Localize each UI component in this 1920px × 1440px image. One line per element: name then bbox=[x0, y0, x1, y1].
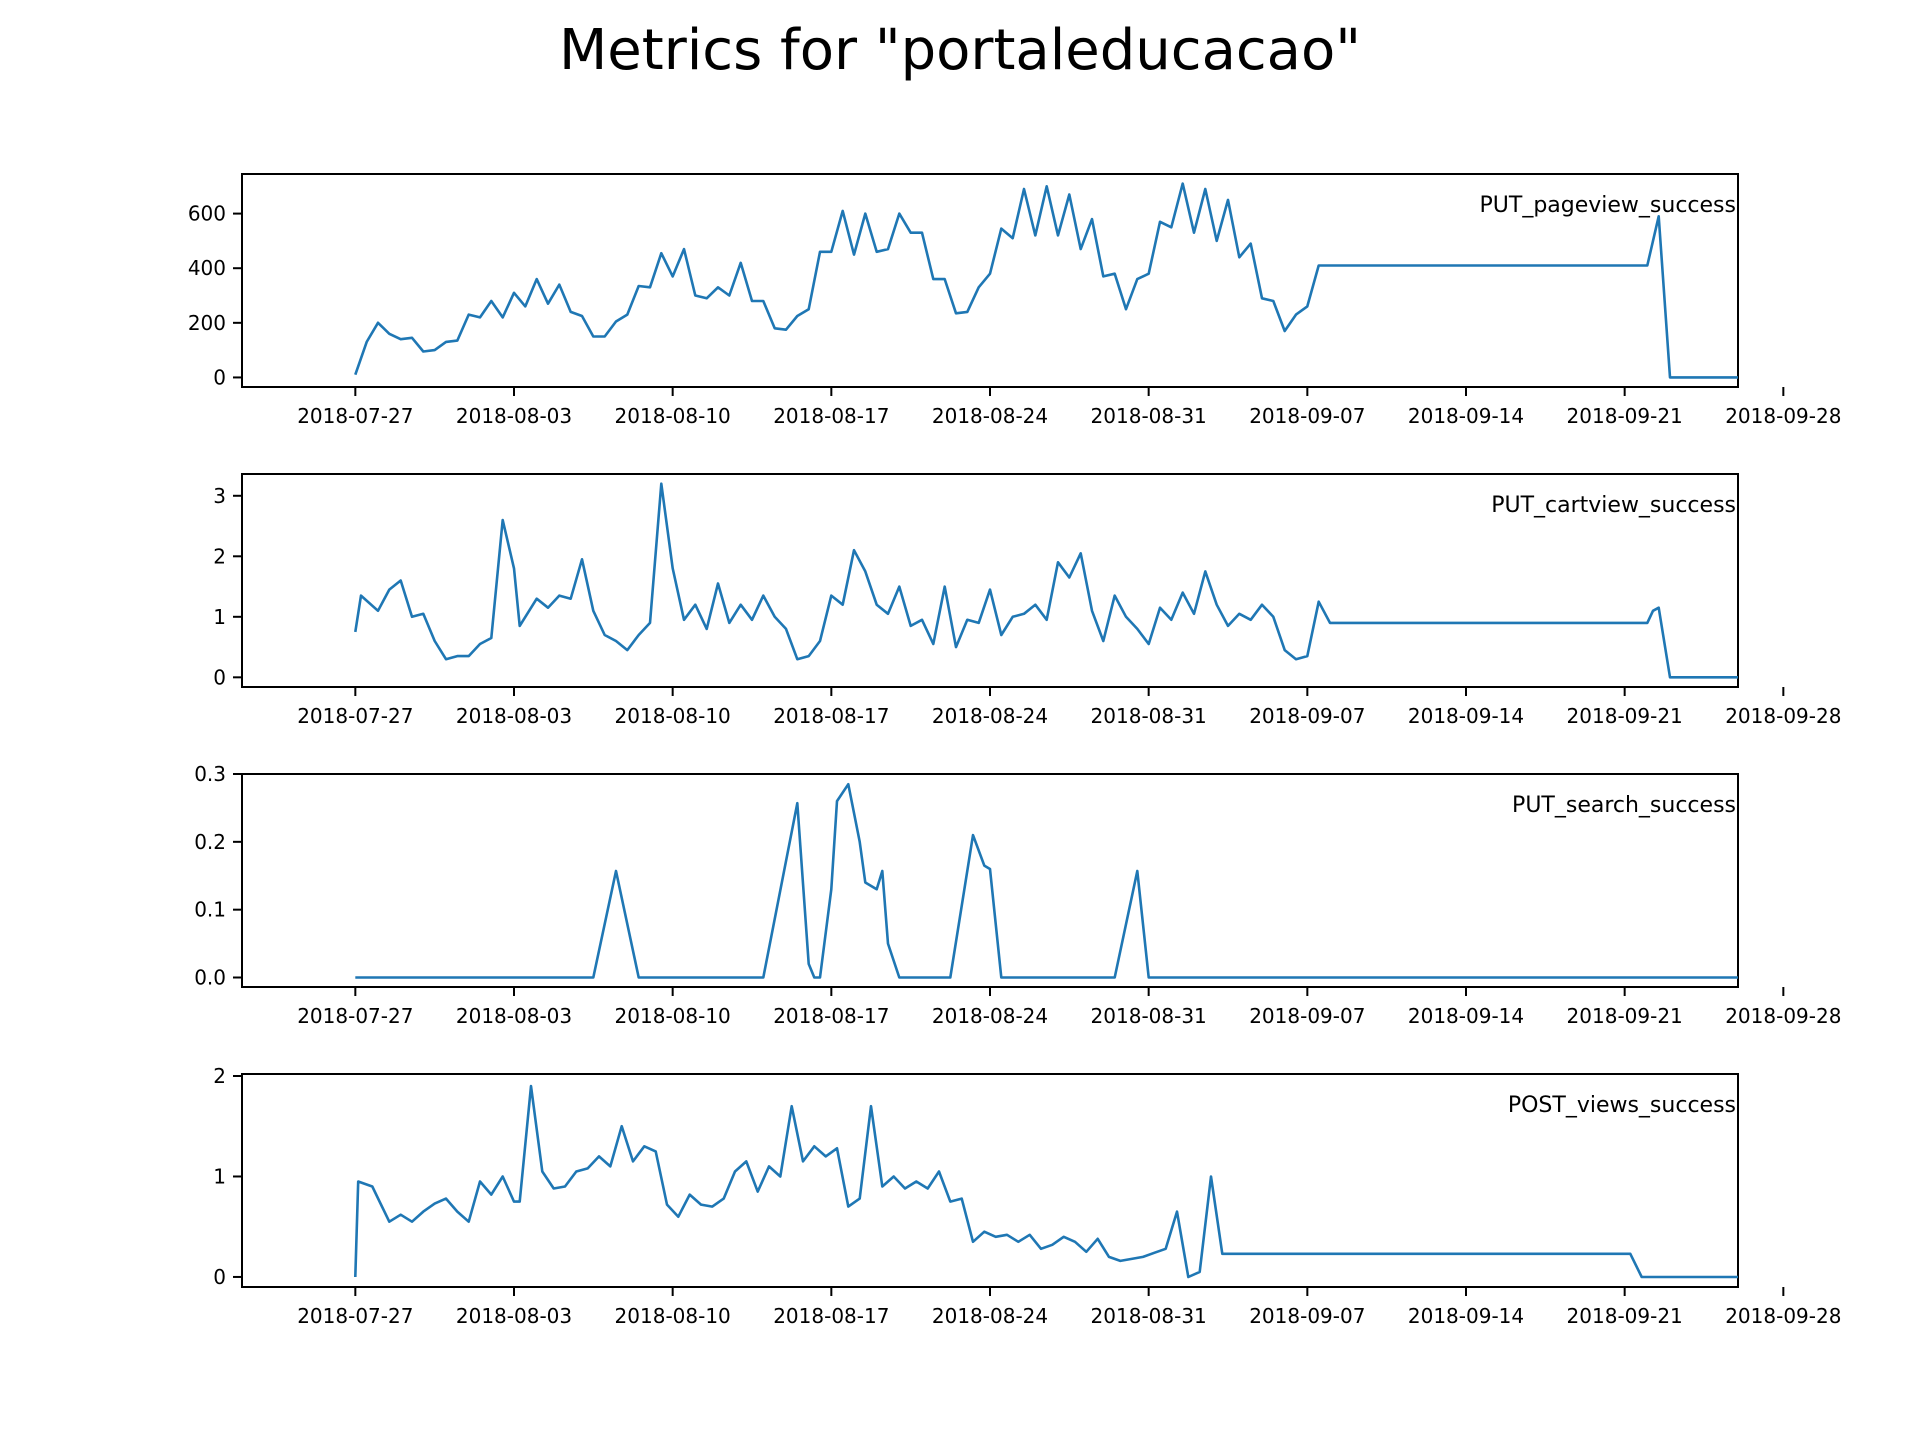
series-line bbox=[354, 182, 1738, 379]
panel-post-views: 2018-07-27 2018-08-03 2018-08-10 2018-08-17… bbox=[213, 1064, 1841, 1328]
y-tick-label: 0 bbox=[213, 365, 226, 389]
x-tick-label: 2018-09-07 bbox=[1249, 704, 1365, 728]
y-tick-label: 0 bbox=[213, 1265, 226, 1289]
x-tick-label: 2018-09-28 bbox=[1725, 1004, 1841, 1028]
x-tick-label: 2018-09-21 bbox=[1567, 1004, 1683, 1028]
x-tick-label: 2018-08-10 bbox=[615, 1004, 731, 1028]
legend-label: PUT_search_success bbox=[1512, 793, 1736, 818]
y-tick-label: 600 bbox=[188, 202, 226, 226]
x-tick-label: 2018-08-03 bbox=[456, 1004, 572, 1028]
x-tick-label: 2018-08-10 bbox=[615, 1304, 731, 1328]
x-tick-label: 2018-08-31 bbox=[1091, 1304, 1207, 1328]
panel-cartview: 2018-07-27 2018-08-03 2018-08-10 2018-08-17… bbox=[213, 473, 1841, 728]
x-tick-label: 2018-08-24 bbox=[932, 1304, 1048, 1328]
x-tick-label: 2018-08-03 bbox=[456, 704, 572, 728]
x-tick-label: 2018-08-24 bbox=[932, 704, 1048, 728]
x-tick-label: 2018-09-14 bbox=[1408, 1004, 1524, 1028]
y-tick-label: 2 bbox=[213, 1064, 226, 1088]
series-line bbox=[354, 482, 1738, 679]
x-tick-label: 2018-07-27 bbox=[297, 704, 413, 728]
y-tick-label: 400 bbox=[188, 256, 226, 280]
x-tick-label: 2018-09-21 bbox=[1567, 1304, 1683, 1328]
series-line bbox=[355, 782, 1738, 979]
y-tick-label: 1 bbox=[213, 605, 226, 629]
x-tick-label: 2018-07-27 bbox=[297, 1004, 413, 1028]
y-tick-label: 1 bbox=[213, 1164, 226, 1188]
x-tick-label: 2018-08-31 bbox=[1091, 404, 1207, 428]
y-tick-label: 200 bbox=[188, 311, 226, 335]
y-tick-label: 0 bbox=[213, 665, 226, 689]
x-tick-label: 2018-08-17 bbox=[773, 404, 889, 428]
figure-title: Metrics for "portaleducacao" bbox=[558, 18, 1362, 83]
x-tick-label: 2018-09-21 bbox=[1567, 704, 1683, 728]
x-tick-label: 2018-08-03 bbox=[456, 1304, 572, 1328]
x-tick-label: 2018-08-17 bbox=[773, 704, 889, 728]
x-tick-label: 2018-09-07 bbox=[1249, 404, 1365, 428]
series-line bbox=[354, 1084, 1738, 1279]
y-tick-label: 3 bbox=[213, 484, 226, 508]
x-tick-label: 2018-08-10 bbox=[615, 704, 731, 728]
x-tick-label: 2018-08-24 bbox=[932, 1004, 1048, 1028]
y-tick-label: 2 bbox=[213, 544, 226, 568]
x-tick-label: 2018-09-07 bbox=[1249, 1304, 1365, 1328]
y-tick-label: 0.3 bbox=[194, 762, 226, 786]
y-tick-label: 0.1 bbox=[194, 898, 226, 922]
x-tick-label: 2018-07-27 bbox=[297, 1304, 413, 1328]
panel-search: 2018-07-27 2018-08-03 2018-08-10 2018-08-17… bbox=[194, 762, 1841, 1028]
x-tick-label: 2018-09-07 bbox=[1249, 1004, 1365, 1028]
x-tick-label: 2018-08-31 bbox=[1091, 1004, 1207, 1028]
legend-label: PUT_cartview_success bbox=[1491, 493, 1736, 518]
y-tick-label: 0.0 bbox=[194, 966, 226, 990]
x-tick-label: 2018-08-17 bbox=[773, 1004, 889, 1028]
x-tick-label: 2018-08-03 bbox=[456, 404, 572, 428]
legend-label: POST_views_success bbox=[1508, 1093, 1736, 1118]
x-tick-label: 2018-09-28 bbox=[1725, 1304, 1841, 1328]
x-tick-label: 2018-09-28 bbox=[1725, 404, 1841, 428]
legend-label: PUT_pageview_success bbox=[1480, 193, 1736, 218]
x-tick-label: 2018-08-10 bbox=[615, 404, 731, 428]
x-tick-label: 2018-08-24 bbox=[932, 404, 1048, 428]
x-tick-label: 2018-09-21 bbox=[1567, 404, 1683, 428]
x-tick-label: 2018-07-27 bbox=[297, 404, 413, 428]
panel-pageview: 2018-07-27 2018-08-03 2018-08-10 2018-08-17… bbox=[188, 173, 1841, 428]
x-tick-label: 2018-08-31 bbox=[1091, 704, 1207, 728]
x-tick-label: 2018-09-14 bbox=[1408, 1304, 1524, 1328]
x-tick-label: 2018-09-14 bbox=[1408, 704, 1524, 728]
x-tick-label: 2018-08-17 bbox=[773, 1304, 889, 1328]
x-tick-label: 2018-09-14 bbox=[1408, 404, 1524, 428]
y-tick-label: 0.2 bbox=[194, 830, 226, 854]
x-tick-label: 2018-09-28 bbox=[1725, 704, 1841, 728]
